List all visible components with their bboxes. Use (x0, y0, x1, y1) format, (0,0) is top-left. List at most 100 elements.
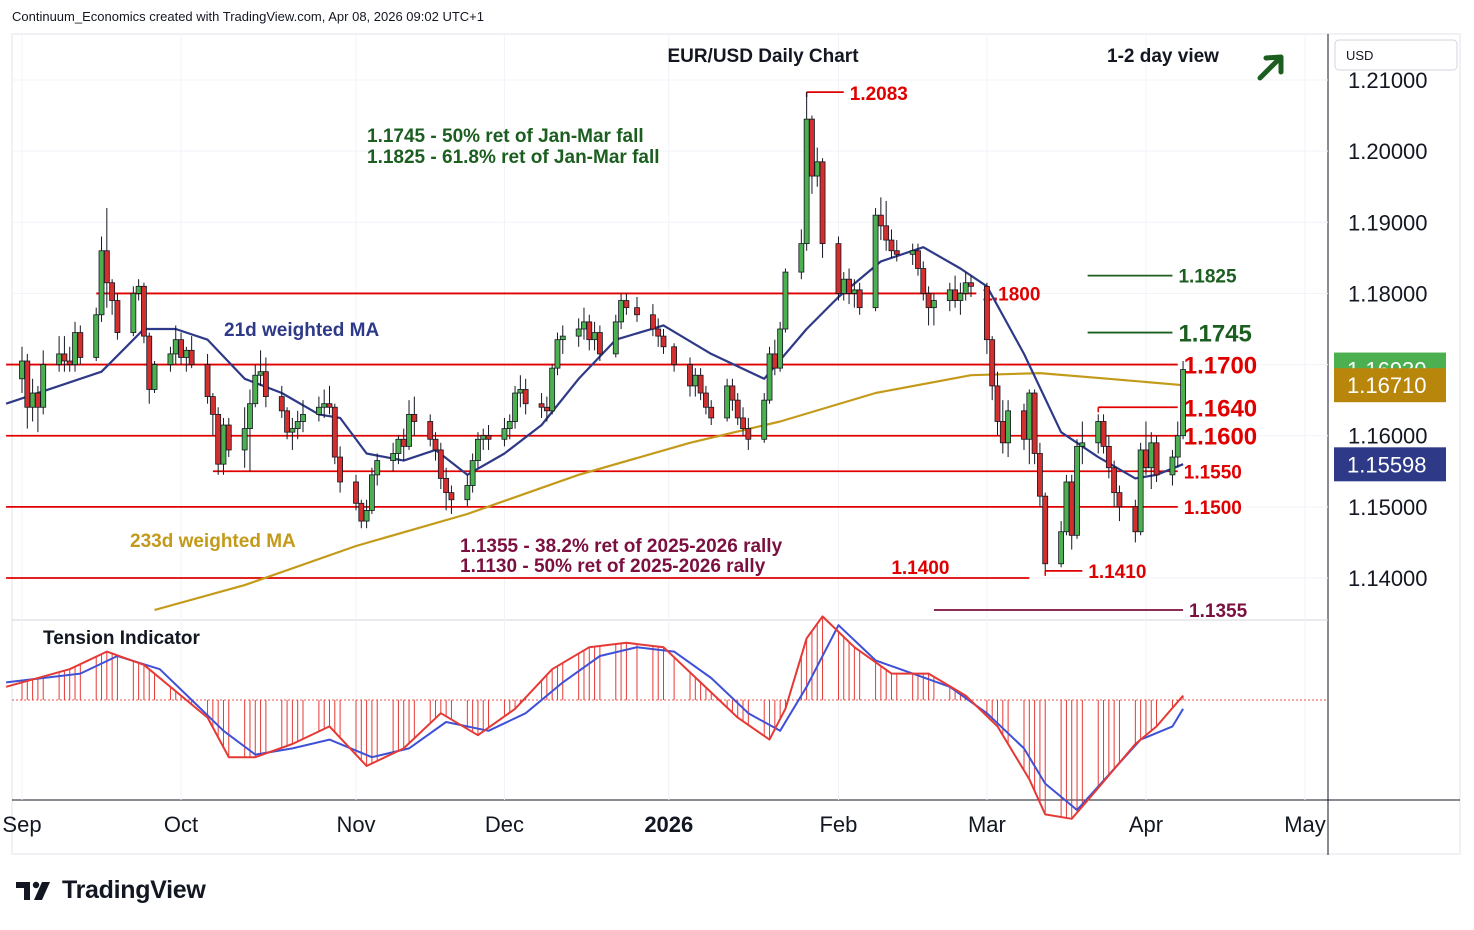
candle-body (909, 250, 916, 255)
candle-body (671, 346, 678, 365)
candle-body (480, 435, 487, 440)
candle-body (708, 406, 715, 419)
tradingview-logo[interactable]: TradingView (16, 876, 206, 905)
candle-body (559, 335, 566, 341)
candle-body (984, 285, 990, 341)
currency-box (1334, 39, 1458, 71)
tension-histogram (21, 616, 1184, 819)
candle-body (618, 300, 624, 323)
candle-body (331, 406, 338, 458)
price-tick-label: 1.18000 (1348, 281, 1428, 306)
candle-body (411, 413, 418, 422)
candle-body (512, 392, 518, 422)
candle-body (543, 406, 550, 412)
candle-body (703, 392, 709, 408)
candle-body (1105, 445, 1112, 469)
candle-body (35, 392, 41, 408)
candle-body (581, 321, 587, 330)
candle-body (893, 250, 900, 255)
candle-body (729, 385, 736, 401)
time-tick-label: Sep (2, 812, 41, 837)
candle-body (761, 399, 768, 440)
candle-body (575, 328, 582, 337)
candle-body (321, 403, 328, 408)
candles (19, 92, 1186, 571)
currency-label: USD (1346, 48, 1373, 63)
level-label: 1.1550 (1184, 462, 1242, 483)
candle-body (437, 449, 444, 479)
level-label: 1.1700 (1184, 353, 1257, 380)
candle-body (188, 349, 195, 365)
wma21-line (5, 246, 1184, 480)
candle-body (151, 364, 158, 390)
candle-body (114, 300, 121, 333)
candle-body (448, 492, 455, 501)
level-label: 1.1640 (1184, 395, 1257, 422)
candle-body (549, 367, 556, 412)
candle-body (72, 332, 78, 365)
time-tick-label: Dec (485, 812, 524, 837)
price-tick-label: 1.21000 (1348, 68, 1428, 93)
candle-body (252, 374, 259, 405)
candle-body (19, 360, 25, 380)
candle-body (946, 289, 953, 301)
candle-body (999, 421, 1006, 444)
time-tick-label: Mar (968, 812, 1006, 837)
price-tick-label: 1.20000 (1348, 139, 1428, 164)
candle-body (968, 282, 974, 287)
candle-body (649, 314, 656, 330)
wma233-label: 233d weighted MA (130, 531, 296, 552)
candle-body (634, 307, 640, 316)
up-arrow-head (1263, 54, 1284, 75)
candle-body (358, 502, 365, 522)
price-tag (1334, 368, 1446, 403)
candle-body (745, 428, 752, 440)
level-label: 1.1410 (1088, 562, 1146, 583)
candle-body (1058, 531, 1065, 565)
candle-body (374, 460, 381, 476)
candle-body (172, 339, 179, 355)
candle-body (687, 364, 693, 387)
candle-body (925, 293, 932, 309)
candle-body (655, 328, 662, 337)
grid (12, 34, 1328, 800)
time-tick-label: Apr (1129, 812, 1163, 837)
candle-body (1148, 442, 1155, 469)
candle-body (225, 424, 232, 451)
candle-body (724, 385, 731, 419)
candle-body (1095, 421, 1102, 444)
candle-body (798, 243, 805, 273)
candle-body (1031, 392, 1038, 454)
candle-body (1111, 467, 1118, 494)
time-tick-label: 2026 (644, 812, 693, 837)
time-tick-label: Oct (164, 812, 198, 837)
candle-body (135, 285, 142, 294)
candle-body (840, 278, 847, 294)
candle-body (877, 214, 884, 227)
price-tick-label: 1.15000 (1348, 495, 1428, 520)
candle-body (485, 435, 492, 440)
level-label: 1.1400 (891, 558, 949, 579)
level-label: 1.1355 (1189, 601, 1248, 622)
candle-body (109, 282, 116, 301)
candle-body (395, 438, 402, 454)
candle-body (77, 332, 84, 358)
candle-body (427, 421, 434, 440)
candle-body (930, 300, 937, 309)
chart-frame (11, 33, 1461, 855)
candle-body (1174, 435, 1181, 458)
candle-body (130, 293, 137, 333)
up-arrow-icon (1257, 54, 1284, 81)
tradingview-wordmark: TradingView (62, 876, 206, 904)
candle-body (24, 360, 31, 408)
candle-body (1026, 392, 1033, 440)
candle-body (40, 364, 47, 408)
up-arrow-shaft (1257, 55, 1283, 81)
chart-canvas[interactable]: 1.21000 1.20000 1.19000 1.18000 1.16000 1.150… (0, 0, 1474, 860)
candle-body (141, 285, 147, 337)
candle-body (612, 321, 619, 355)
time-tick-label: Nov (336, 812, 375, 837)
candle-body (1143, 449, 1149, 469)
tension-fast-line (5, 615, 1184, 820)
candle-body (989, 339, 996, 387)
